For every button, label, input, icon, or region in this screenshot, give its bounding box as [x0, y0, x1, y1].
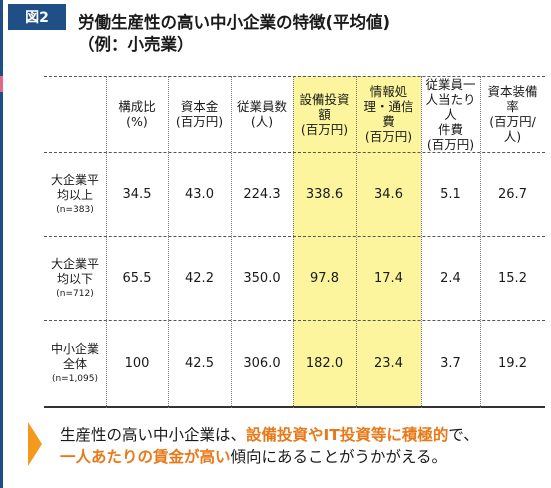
note-text-part: 傾向にあることがうかがえる。 — [230, 448, 448, 466]
table-rule-row1 — [44, 236, 545, 237]
table-cell: 15.2 — [498, 271, 527, 286]
col-divider — [231, 76, 232, 408]
row-label: 大企業平 均以上 (n=383) — [44, 153, 106, 236]
pink-marker — [0, 76, 3, 92]
table-rule-row2 — [44, 320, 545, 321]
row-sample-size: (n=1,095) — [51, 374, 99, 384]
note-emphasis: 設備投資やIT投資等に積極的 — [246, 426, 449, 444]
table-cell: 65.5 — [122, 271, 152, 286]
table-cell: 306.0 — [243, 356, 281, 371]
left-accent-rule — [0, 0, 3, 488]
title-line-2: （例：小売業） — [78, 35, 194, 54]
note-text-part: で、 — [448, 426, 479, 444]
row-label-name: 中小企業 全体 — [50, 342, 99, 371]
data-table: 構成比 (%) 資本金 (百万円) 従業員数 (人) 設備投資 額 (百万円) … — [44, 76, 545, 408]
table-cell: 42.2 — [185, 271, 214, 286]
row-label-name: 大企業平 均以下 — [50, 257, 99, 286]
table-rule-bottom — [44, 406, 545, 408]
table-cell: 224.3 — [243, 187, 281, 202]
summary-text: 生産性の高い中小企業は、設備投資やIT投資等に積極的で、一人あたりの賃金が高い傾… — [60, 424, 548, 468]
table-cell: 17.4 — [374, 271, 403, 286]
table-cell: 350.0 — [243, 271, 281, 286]
title-line-1: 労働生産性の高い中小企業の特徴(平均値) — [78, 13, 391, 32]
column-header: 資本装備 率 (百万円/ 人) — [487, 84, 538, 144]
figure-title: 労働生産性の高い中小企業の特徴(平均値) （例：小売業） — [78, 12, 538, 56]
note-text-part: 生産性の高い中小企業は、 — [60, 426, 247, 444]
row-label: 大企業平 均以下 (n=712) — [44, 237, 106, 320]
col-divider — [480, 76, 481, 408]
table-cell: 34.6 — [374, 187, 403, 202]
col-divider — [421, 76, 422, 408]
table-cell: 19.2 — [498, 356, 527, 371]
note-emphasis: 一人あたりの賃金が高い — [60, 448, 231, 466]
row-label: 中小企業 全体 (n=1,095) — [44, 321, 106, 406]
col-divider — [168, 76, 169, 408]
table-cell: 3.7 — [440, 356, 461, 371]
column-header: 従業員一 人当たり人 件費 (百万円) — [425, 76, 476, 152]
row-sample-size: (n=712) — [56, 289, 94, 299]
table-cell: 182.0 — [305, 356, 344, 371]
table-cell: 23.4 — [374, 356, 403, 371]
col-divider — [293, 76, 294, 408]
highlight-column-band — [293, 76, 421, 408]
column-header: 資本金 (百万円) — [175, 99, 224, 129]
column-header: 構成比 (%) — [118, 99, 156, 129]
table-cell: 97.8 — [310, 271, 339, 286]
figure-badge: 図2 — [8, 4, 66, 30]
col-divider — [106, 76, 107, 408]
column-header: 設備投資 額 (百万円) — [299, 91, 350, 137]
row-sample-size: (n=383) — [56, 205, 94, 215]
table-rule-top — [44, 76, 545, 77]
table-cell: 5.1 — [440, 187, 461, 202]
table-cell: 26.7 — [498, 187, 527, 202]
chevron-right-icon — [28, 422, 42, 466]
col-divider — [356, 76, 357, 408]
table-cell: 2.4 — [440, 271, 461, 286]
table-cell: 338.6 — [305, 187, 344, 202]
table-cell: 34.5 — [122, 187, 152, 202]
summary-note: 生産性の高い中小企業は、設備投資やIT投資等に積極的で、一人あたりの賃金が高い傾… — [28, 420, 548, 478]
table-cell: 42.5 — [185, 356, 214, 371]
table-rule-header — [44, 152, 545, 153]
column-header: 従業員数 (人) — [236, 99, 287, 129]
column-header: 情報処 理・通信 費 (百万円) — [363, 84, 414, 144]
table-cell: 43.0 — [185, 187, 214, 202]
row-label-name: 大企業平 均以上 — [50, 173, 99, 202]
table-cell: 100 — [124, 356, 150, 371]
